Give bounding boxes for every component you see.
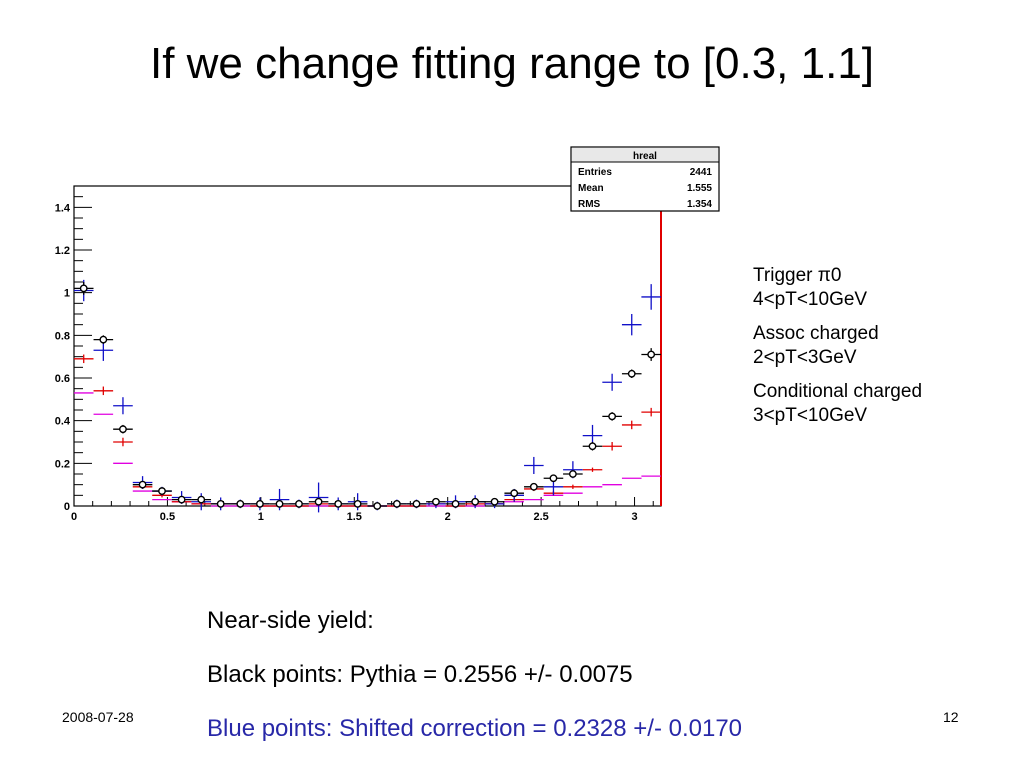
data-point-marker [314, 497, 323, 506]
data-point-marker [138, 480, 147, 489]
data-point-marker [510, 489, 519, 498]
data-point-marker [471, 497, 480, 506]
series-1 [73, 282, 661, 510]
y-tick-label: 1 [64, 288, 70, 300]
x-tick-label: 1 [258, 511, 264, 523]
stats-entries-label: Entries [578, 167, 612, 178]
x-tick-label: 1.5 [347, 511, 362, 523]
yield-summary: Near-side yield: Black points: Pythia = … [207, 606, 742, 744]
data-point-marker [451, 499, 460, 508]
data-point-marker [529, 482, 538, 491]
plot-area: 0 0.5 1 1.5 2 2.5 3 0 0.2 0.4 0.6 0.8 1 1.2 1.4 hreal … [30, 140, 730, 530]
data-point-marker [490, 497, 499, 506]
page-number: 12 [943, 709, 959, 725]
x-tick-label: 3 [631, 511, 637, 523]
x-tick-label: 0 [71, 511, 77, 523]
footer-date: 2008-07-28 [62, 709, 134, 725]
conditional-label: Conditional charged [753, 381, 923, 402]
data-point-marker [216, 499, 225, 508]
y-tick-label: 0.8 [55, 330, 70, 342]
stats-box: hreal Entries 2441 Mean 1.555 RMS 1.354 [570, 146, 720, 212]
data-point-marker [295, 499, 303, 508]
assoc-block: Assoc charged 2<pT<3GeV [753, 322, 1013, 370]
data-point-marker [177, 495, 186, 504]
trigger-label: Trigger π0 [753, 265, 842, 286]
data-point-marker [236, 499, 245, 508]
data-point-marker [568, 470, 577, 478]
data-point-marker [373, 502, 382, 510]
stats-box-header-bg [572, 148, 718, 162]
x-tick-label: 0.5 [160, 511, 175, 523]
y-tick-label: 0.2 [55, 458, 70, 470]
trigger-range: 4<pT<10GeV [753, 289, 868, 310]
data-point-marker [588, 442, 597, 451]
y-tick-label: 0 [64, 501, 70, 513]
data-point-marker [647, 350, 656, 359]
data-point-marker [256, 499, 264, 508]
conditional-block: Conditional charged 3<pT<10GeV [753, 380, 1013, 428]
data-point-marker [549, 474, 558, 483]
yield-blue-line: Blue points: Shifted correction = 0.2328… [207, 715, 743, 742]
data-point-marker [197, 495, 206, 504]
y-tick-label: 1.4 [55, 202, 71, 214]
data-point-marker [392, 499, 401, 508]
data-point-marker [432, 497, 440, 506]
stats-mean-value: 1.555 [687, 183, 712, 194]
data-point-marker [275, 499, 284, 508]
data-point-marker [79, 284, 88, 293]
data-point-marker [627, 369, 636, 378]
y-tick-label: 0.6 [55, 373, 70, 385]
assoc-label: Assoc charged [753, 323, 879, 344]
chart-svg: 0 0.5 1 1.5 2 2.5 3 0 0.2 0.4 0.6 0.8 1 1.2 1.4 hreal … [55, 146, 720, 523]
yield-black-line: Black points: Pythia = 0.2556 +/- 0.0075 [207, 661, 633, 688]
stats-box-title: hreal [633, 151, 657, 162]
stats-entries-value: 2441 [690, 167, 713, 178]
y-tick-label: 0.4 [55, 416, 71, 428]
data-point-marker [158, 487, 166, 495]
plot-frame [73, 185, 662, 507]
x-tick-label: 2.5 [533, 511, 548, 523]
stats-rms-label: RMS [578, 199, 601, 210]
data-point-marker [99, 335, 108, 344]
x-tick-label: 2 [445, 511, 451, 523]
conditional-range: 3<pT<10GeV [753, 405, 868, 426]
data-point-marker [412, 499, 421, 508]
y-tick-label: 1.2 [55, 245, 70, 257]
kinematics-note: Trigger π0 4<pT<10GeV Assoc charged 2<pT… [753, 264, 1013, 438]
stats-rms-value: 1.354 [687, 199, 712, 210]
stats-mean-label: Mean [578, 183, 604, 194]
data-point-marker [608, 412, 617, 421]
data-point-marker [119, 425, 127, 434]
data-point-marker [334, 499, 343, 508]
assoc-range: 2<pT<3GeV [753, 347, 857, 368]
yield-heading: Near-side yield: [207, 607, 374, 634]
data-series [73, 279, 661, 513]
trigger-block: Trigger π0 4<pT<10GeV [753, 264, 1013, 312]
slide-title: If we change fitting range to [0.3, 1.1] [149, 39, 875, 88]
data-point-marker [353, 499, 362, 508]
